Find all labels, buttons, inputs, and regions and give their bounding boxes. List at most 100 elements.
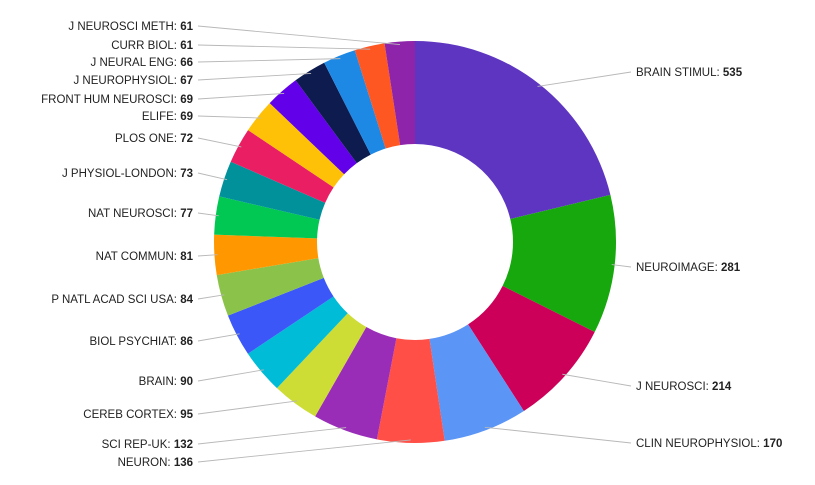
slice-neuroimage[interactable] xyxy=(502,194,616,333)
label-value: 69 xyxy=(180,111,193,123)
label-category: J NEUROSCI METH: xyxy=(68,21,180,33)
slice-j-neurophysiol[interactable] xyxy=(295,62,371,164)
label-category: J NEUROSCI: xyxy=(636,381,712,393)
slice-p-natl-acad-sci-usa[interactable] xyxy=(216,258,324,316)
label-j-neural-eng: J NEURAL ENG: 66 xyxy=(91,57,193,69)
label-category: PLOS ONE: xyxy=(115,133,180,145)
label-clin-neurophysiol: CLIN NEUROPHYSIOL: 170 xyxy=(636,438,782,450)
slice-j-neural-eng[interactable] xyxy=(324,50,386,155)
leader-line-cereb-cortex xyxy=(197,400,298,415)
leader-lines xyxy=(197,25,632,463)
leader-line-p-natl-acad-sci-usa xyxy=(197,294,225,300)
slice-curr-biol[interactable] xyxy=(354,43,401,149)
slice-j-neurosci-meth[interactable] xyxy=(384,41,415,146)
label-value: 73 xyxy=(180,168,193,180)
label-front-hum-neurosci: FRONT HUM NEUROSCI: 69 xyxy=(41,94,193,106)
slice-brain[interactable] xyxy=(247,296,348,389)
label-value: 132 xyxy=(174,439,193,451)
label-value: 67 xyxy=(180,75,193,87)
label-value: 69 xyxy=(180,94,193,106)
slice-elife[interactable] xyxy=(248,103,345,188)
slice-plos-one[interactable] xyxy=(230,130,334,203)
slice-cereb-cortex[interactable] xyxy=(276,313,367,417)
label-j-neurosci-meth: J NEUROSCI METH: 61 xyxy=(68,21,193,33)
leader-line-j-neurosci xyxy=(562,373,632,387)
label-category: BRAIN: xyxy=(139,376,181,388)
label-value: 77 xyxy=(180,208,193,220)
label-value: 84 xyxy=(180,294,193,306)
label-category: CEREB CORTEX: xyxy=(83,409,180,421)
leader-line-clin-neurophysiol xyxy=(484,426,632,444)
label-j-neurosci: J NEUROSCI: 214 xyxy=(636,381,732,393)
label-category: BIOL PSYCHIAT: xyxy=(89,336,180,348)
slice-biol-psychiat[interactable] xyxy=(227,277,334,354)
label-category: ELIFE: xyxy=(142,111,180,123)
label-plos-one: PLOS ONE: 72 xyxy=(115,133,193,145)
label-category: J NEURAL ENG: xyxy=(91,57,181,69)
leader-line-nat-neurosci xyxy=(197,212,219,217)
label-j-neurophysiol: J NEUROPHYSIOL: 67 xyxy=(73,75,193,87)
label-value: 86 xyxy=(180,336,193,348)
slice-sci-rep-uk[interactable] xyxy=(315,327,397,440)
label-value: 90 xyxy=(180,376,193,388)
label-neuron: NEURON: 136 xyxy=(118,457,193,469)
leader-line-curr-biol xyxy=(197,44,371,50)
leader-line-biol-psychiat xyxy=(197,333,240,342)
label-value: 535 xyxy=(723,67,743,79)
leader-line-front-hum-neurosci xyxy=(197,92,285,100)
slice-j-neurosci[interactable] xyxy=(468,285,595,411)
slice-nat-neurosci[interactable] xyxy=(214,196,320,239)
label-brain: BRAIN: 90 xyxy=(139,376,193,388)
leader-line-neuroimage xyxy=(611,264,632,268)
leader-line-brain xyxy=(197,369,264,382)
slice-clin-neurophysiol[interactable] xyxy=(429,324,524,441)
label-value: 170 xyxy=(763,438,782,450)
label-value: 81 xyxy=(180,251,193,263)
label-p-natl-acad-sci-usa: P NATL ACAD SCI USA: 84 xyxy=(51,294,193,306)
slice-front-hum-neurosci[interactable] xyxy=(269,80,357,175)
label-sci-rep-uk: SCI REP-UK: 132 xyxy=(102,439,193,451)
label-value: 66 xyxy=(180,57,193,69)
label-biol-psychiat: BIOL PSYCHIAT: 86 xyxy=(89,336,193,348)
label-category: NEURON: xyxy=(118,457,174,469)
label-elife: ELIFE: 69 xyxy=(142,111,193,123)
label-category: J PHYSIOL-LONDON: xyxy=(62,168,180,180)
leader-line-j-neurophysiol xyxy=(197,73,312,81)
label-category: BRAIN STIMUL: xyxy=(636,67,723,79)
label-category: NAT NEUROSCI: xyxy=(88,208,180,220)
label-neuroimage: NEUROIMAGE: 281 xyxy=(636,262,741,274)
leader-line-sci-rep-uk xyxy=(197,427,347,445)
label-curr-biol: CURR BIOL: 61 xyxy=(111,40,193,52)
label-value: 281 xyxy=(721,262,741,274)
slice-neuron[interactable] xyxy=(376,338,445,443)
label-j-physiol-london: J PHYSIOL-LONDON: 73 xyxy=(62,168,193,180)
leader-line-nat-commun xyxy=(197,254,218,257)
leader-line-j-physiol-london xyxy=(197,172,228,181)
label-value: 61 xyxy=(180,40,193,52)
label-category: NAT COMMUN: xyxy=(96,251,181,263)
slices xyxy=(213,41,616,443)
label-category: P NATL ACAD SCI USA: xyxy=(51,294,180,306)
leader-line-j-neurosci-meth xyxy=(197,25,400,46)
label-nat-commun: NAT COMMUN: 81 xyxy=(96,251,194,263)
leader-line-neuron xyxy=(197,439,411,463)
label-value: 61 xyxy=(180,21,193,33)
slice-brain-stimul[interactable] xyxy=(415,41,611,220)
label-category: J NEUROPHYSIOL: xyxy=(73,75,180,87)
label-value: 136 xyxy=(174,457,193,469)
label-category: NEUROIMAGE: xyxy=(636,262,721,274)
slice-labels: BRAIN STIMUL: 535 NEUROIMAGE: 281 J NEUROS… xyxy=(41,21,782,469)
label-brain-stimul: BRAIN STIMUL: 535 xyxy=(636,67,743,79)
slice-nat-commun[interactable] xyxy=(213,234,319,276)
leader-line-j-neural-eng xyxy=(197,58,341,63)
label-value: 72 xyxy=(180,133,193,145)
label-cereb-cortex: CEREB CORTEX: 95 xyxy=(83,409,193,421)
label-category: CLIN NEUROPHYSIOL: xyxy=(636,438,763,450)
slice-j-physiol-london[interactable] xyxy=(219,161,326,220)
label-category: CURR BIOL: xyxy=(111,40,180,52)
leader-line-brain-stimul xyxy=(537,71,632,87)
label-value: 95 xyxy=(180,409,193,421)
label-category: FRONT HUM NEUROSCI: xyxy=(41,94,180,106)
